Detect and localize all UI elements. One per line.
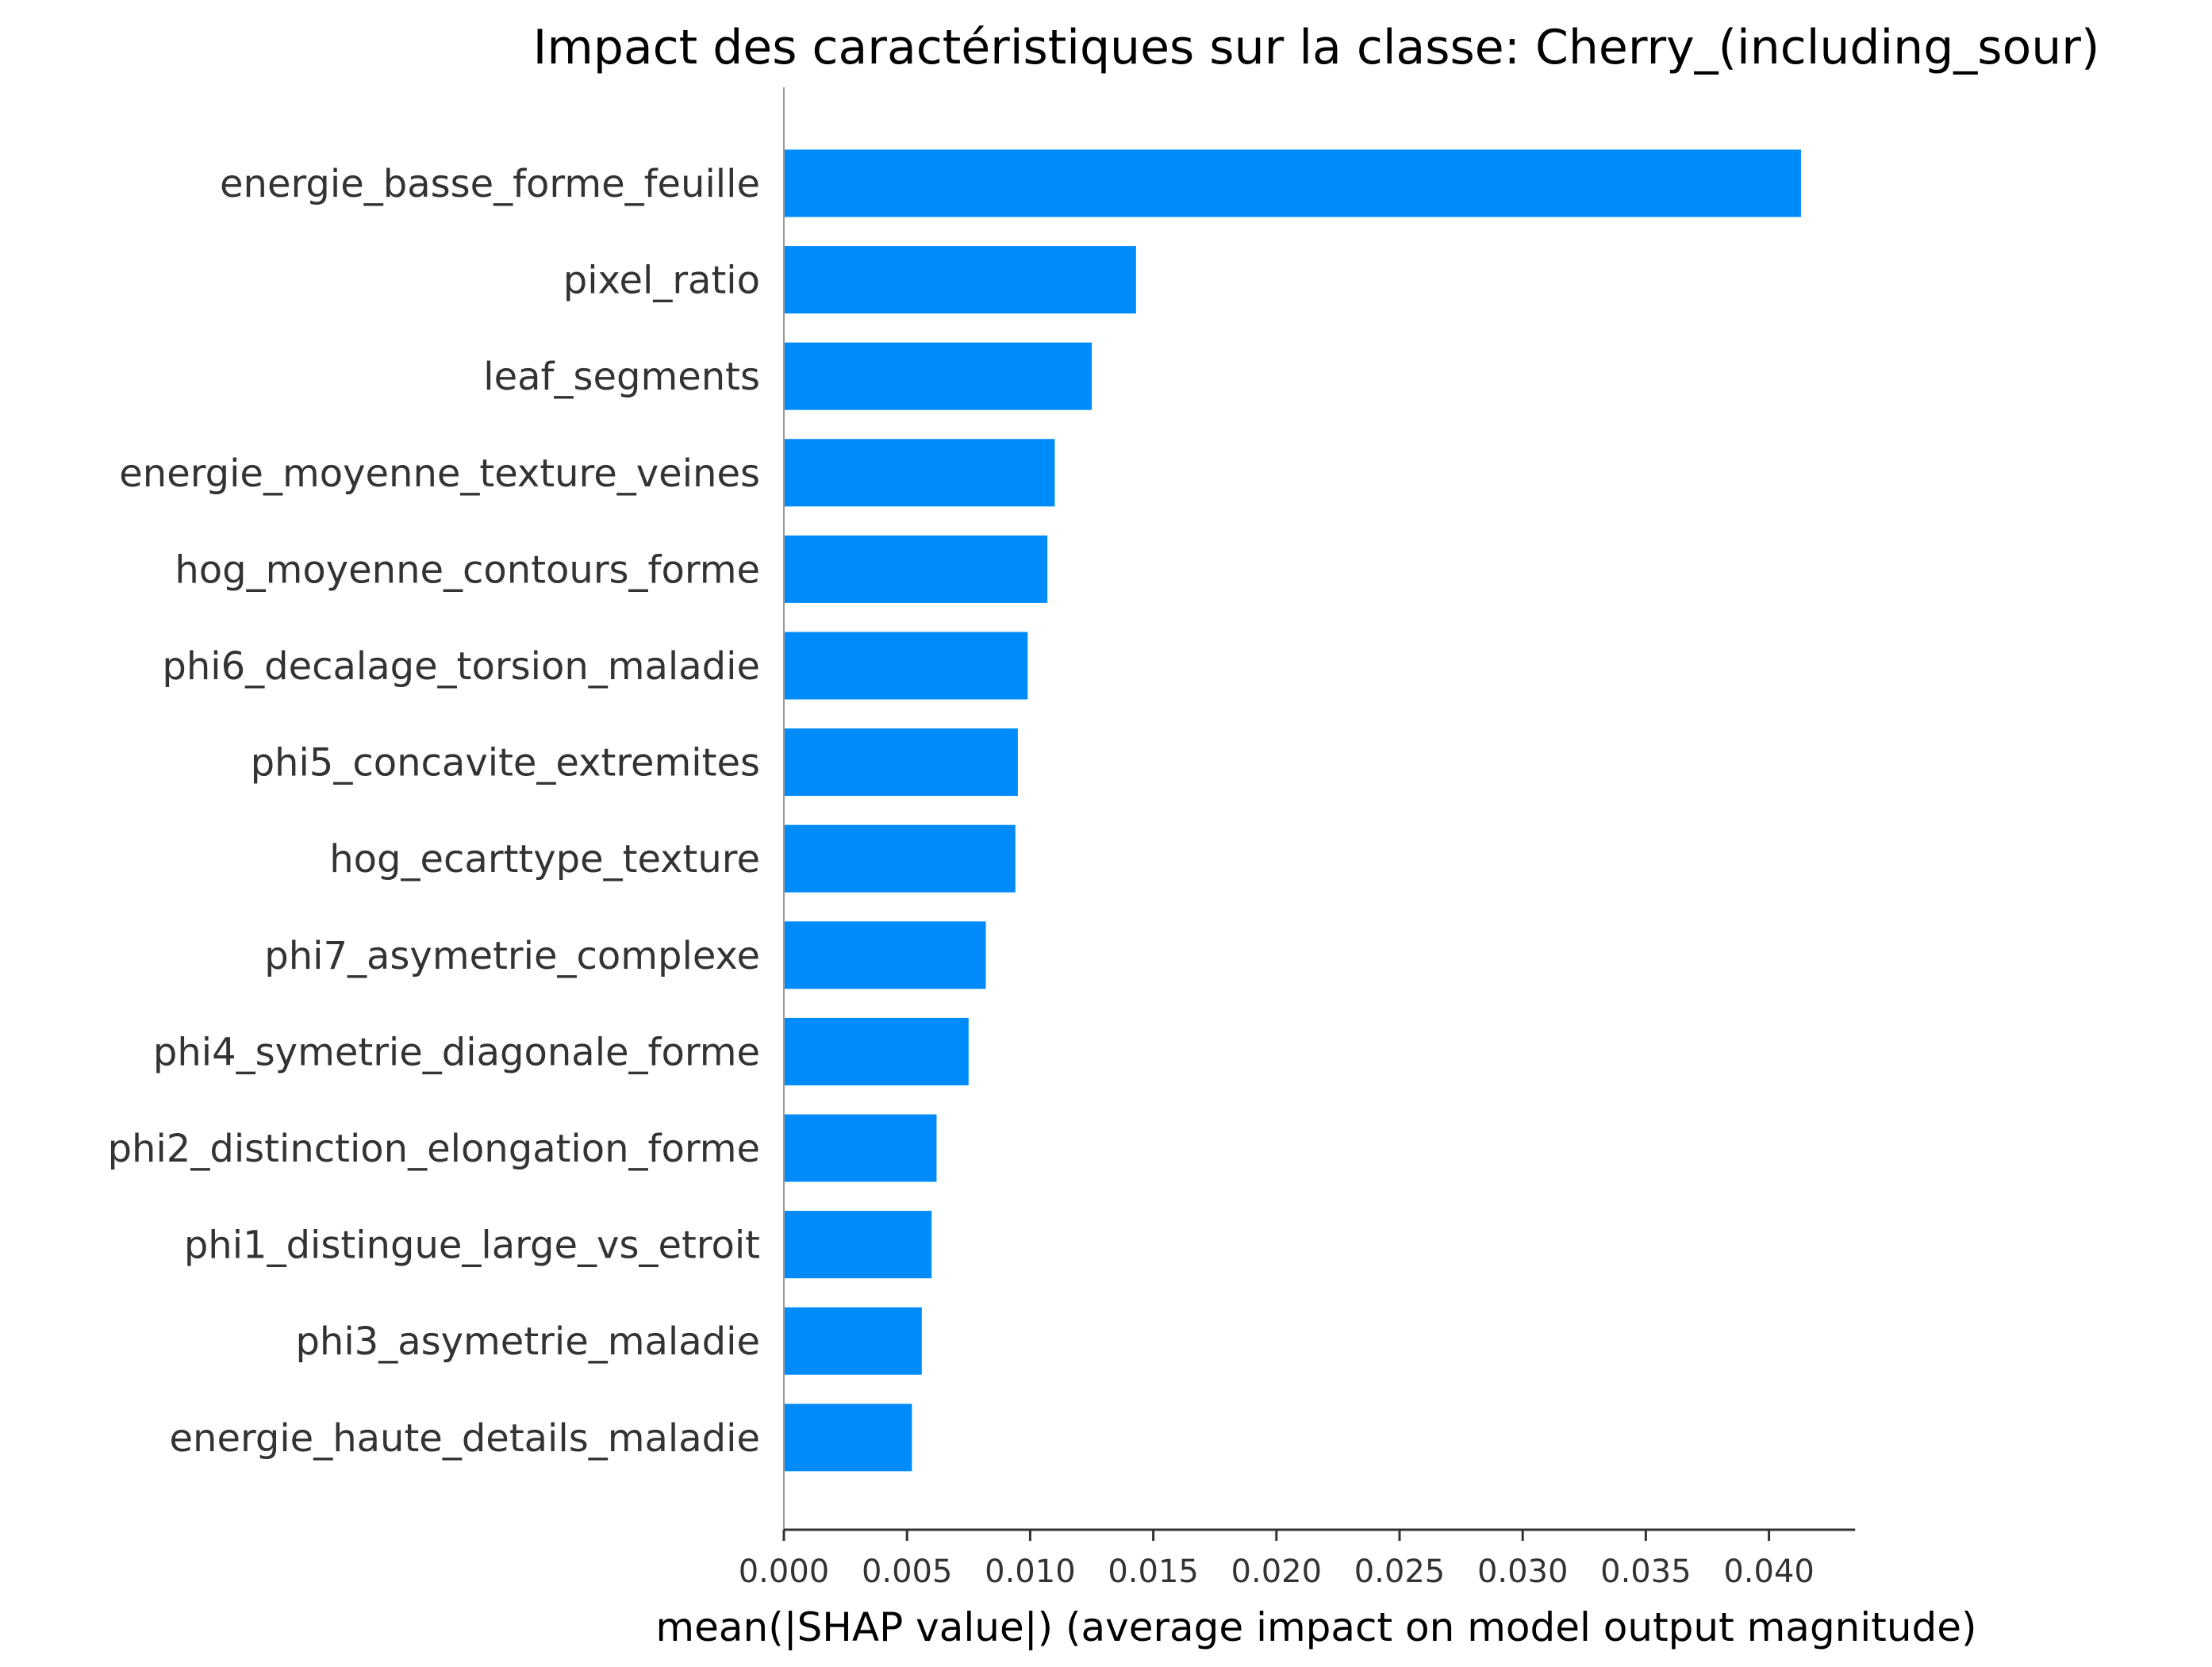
chart-title: Impact des caractéristiques sur la class… <box>533 20 2100 75</box>
x-tick-label: 0.020 <box>1231 1554 1323 1590</box>
x-tick-label: 0.030 <box>1477 1554 1569 1590</box>
bar-energie_moyenne_texture_veines <box>784 439 1055 507</box>
x-tick-label: 0.025 <box>1354 1554 1446 1590</box>
x-tick-label: 0.000 <box>739 1554 830 1590</box>
y-tick-label: pixel_ratio <box>563 259 760 303</box>
bar-phi6_decalage_torsion_maladie <box>784 632 1028 700</box>
x-ticks: 0.000 0.005 0.010 0.015 0.020 0.025 0.030 0.035… <box>739 1530 1815 1590</box>
bar-phi1_distingue_large_vs_etroit <box>784 1211 932 1279</box>
bar-phi3_asymetrie_maladie <box>784 1307 922 1375</box>
bar-energie_haute_details_maladie <box>784 1404 912 1472</box>
bar-energie_basse_forme_feuille <box>784 149 1801 217</box>
bar-leaf_segments <box>784 342 1092 410</box>
bar-pixel_ratio <box>784 246 1136 314</box>
y-tick-label: hog_moyenne_contours_forme <box>175 547 760 592</box>
y-tick-labels: energie_basse_forme_feuille pixel_ratiole… <box>108 162 760 1461</box>
y-tick-label: phi6_decalage_torsion_maladie <box>162 644 760 689</box>
y-tick-label: phi3_asymetrie_maladie <box>295 1319 760 1364</box>
x-axis-label: mean(|SHAP value|) (average impact on mo… <box>655 1604 1976 1650</box>
y-tick-label: energie_haute_details_maladie <box>170 1416 761 1461</box>
bar-phi7_asymetrie_complexe <box>784 921 986 989</box>
x-tick-label: 0.040 <box>1723 1554 1815 1590</box>
bar-hog_moyenne_contours_forme <box>784 535 1048 603</box>
x-tick-label: 0.005 <box>862 1554 953 1590</box>
y-tick-label: phi5_concavite_extremites <box>251 741 760 785</box>
y-tick-label: phi1_distingue_large_vs_etroit <box>184 1223 760 1268</box>
y-tick-label: energie_basse_forme_feuille <box>220 162 760 206</box>
bar-phi5_concavite_extremites <box>784 728 1018 797</box>
y-tick-label: phi2_distinction_elongation_forme <box>108 1127 760 1171</box>
y-tick-label: hog_ecarttype_texture <box>329 837 760 882</box>
y-tick-label: leaf_segments <box>483 355 760 399</box>
x-tick-label: 0.035 <box>1600 1554 1692 1590</box>
bars-group <box>784 149 1801 1472</box>
y-tick-label: phi4_symetrie_diagonale_forme <box>153 1030 760 1074</box>
bar-hog_ecarttype_texture <box>784 824 1016 893</box>
y-tick-label: phi7_asymetrie_complexe <box>264 934 760 978</box>
x-tick-label: 0.015 <box>1108 1554 1199 1590</box>
bar-phi2_distinction_elongation_forme <box>784 1114 937 1182</box>
y-tick-label: energie_moyenne_texture_veines <box>119 451 760 496</box>
x-tick-label: 0.010 <box>985 1554 1076 1590</box>
bar-phi4_symetrie_diagonale_forme <box>784 1017 969 1085</box>
